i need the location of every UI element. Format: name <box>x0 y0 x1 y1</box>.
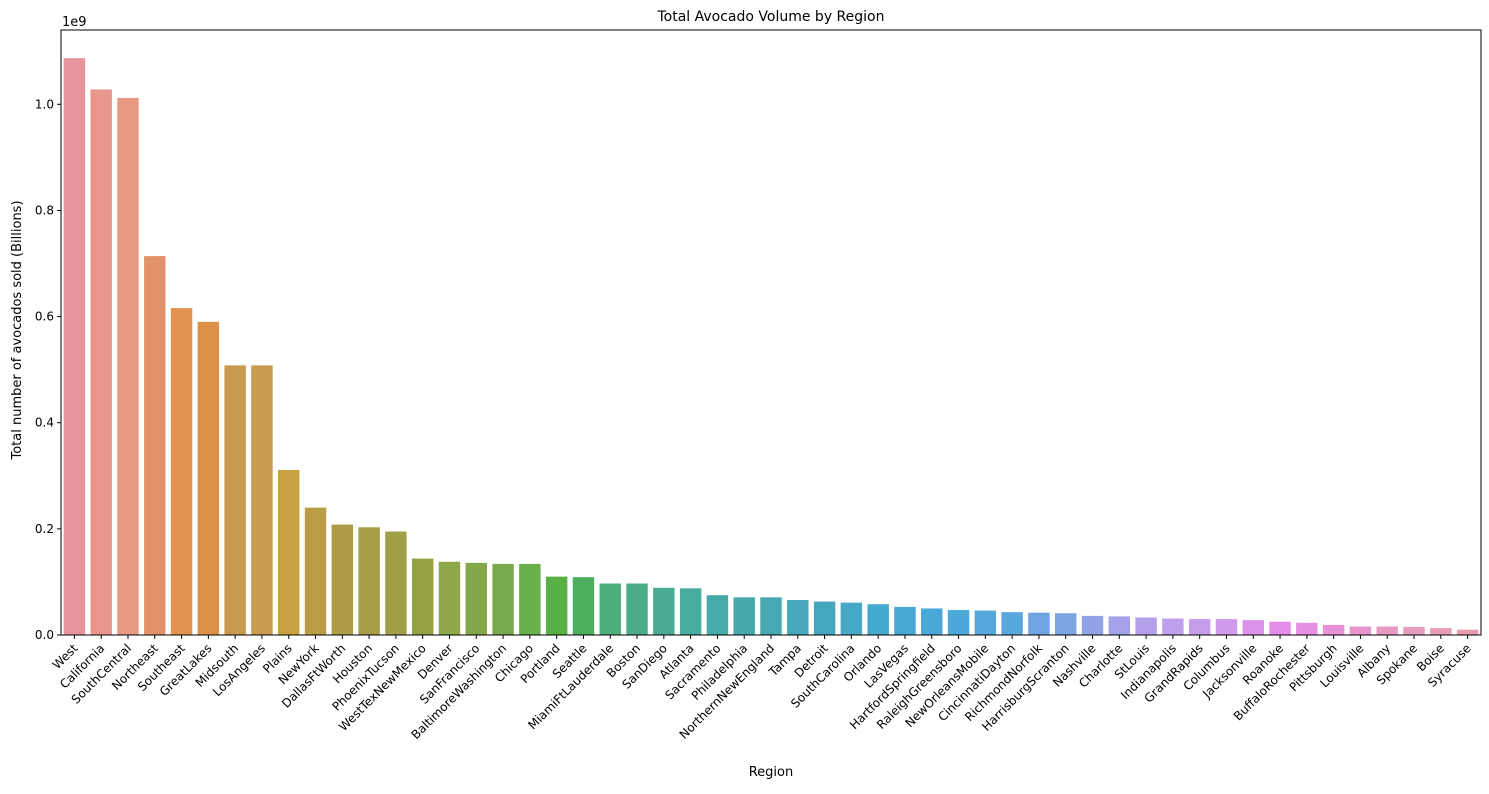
bar-GreatLakes <box>197 321 220 635</box>
y-tick-label: 0.8 <box>35 203 54 217</box>
bar-Midsouth <box>224 365 246 635</box>
bar-HarrisburgScranton <box>1055 613 1077 635</box>
bar-BaltimoreWashington <box>492 563 514 635</box>
bar-DallasFtWorth <box>331 524 354 635</box>
x-axis-label: Region <box>749 765 794 780</box>
bar-Albany <box>1376 626 1398 635</box>
bar-HartfordSpringfield <box>921 608 943 635</box>
bar-PhoenixTucson <box>385 531 407 635</box>
bar-Indianapolis <box>1162 618 1184 635</box>
y-tick-label: 0.2 <box>35 522 54 536</box>
x-ticks: WestCaliforniaSouthCentralNortheastSouth… <box>50 635 1474 742</box>
bar-Detroit <box>813 601 836 635</box>
bar-West <box>63 58 86 635</box>
bar-RaleighGreensboro <box>947 610 970 635</box>
bar-SouthCarolina <box>840 602 863 635</box>
bar-Chicago <box>519 563 541 635</box>
bars-layer <box>63 58 1479 636</box>
bar-Orlando <box>867 604 889 635</box>
y-tick-label: 1.0 <box>35 97 54 111</box>
y-ticks: 0.0 0.2 0.4 0.6 0.8 1.0 <box>35 97 61 642</box>
bar-Nashville <box>1081 615 1104 635</box>
bar-Plains <box>278 469 300 635</box>
bar-CincinnatiDayton <box>1001 612 1023 635</box>
bar-LasVegas <box>894 606 916 635</box>
bar-SanFrancisco <box>465 562 487 635</box>
bar-NorthernNewEngland <box>760 597 782 635</box>
bar-Tampa <box>787 599 809 635</box>
bar-California <box>90 89 112 635</box>
plot-frame <box>60 29 1482 636</box>
y-axis-label: Total number of avocados sold (Billions) <box>10 200 25 460</box>
bar-Roanoke <box>1269 621 1291 635</box>
bar-Southeast <box>170 308 193 635</box>
bar-Northeast <box>144 256 166 635</box>
bar-WestTexNewMexico <box>411 558 434 635</box>
bar-Houston <box>358 527 380 635</box>
bar-SouthCentral <box>117 97 139 636</box>
bar-NewYork <box>304 507 327 635</box>
bar-RichmondNorfolk <box>1028 612 1050 635</box>
bar-Boston <box>626 583 648 635</box>
bar-Syracuse <box>1456 629 1479 635</box>
bar-Philadelphia <box>733 597 755 635</box>
bar-GrandRapids <box>1188 619 1211 635</box>
bar-Denver <box>438 561 461 635</box>
bar-Louisville <box>1349 626 1372 635</box>
bar-BuffaloRochester <box>1296 622 1318 635</box>
bar-NewOrleansMobile <box>974 610 997 635</box>
y-tick-label: 0.6 <box>35 310 54 324</box>
bar-Seattle <box>572 577 595 635</box>
bar-Pittsburgh <box>1322 624 1345 635</box>
bar-Columbus <box>1215 619 1238 635</box>
bar-Spokane <box>1403 627 1425 635</box>
y-offset-label: 1e9 <box>62 15 87 30</box>
bar-Jacksonville <box>1242 620 1264 635</box>
y-tick-label: 0.4 <box>35 416 54 430</box>
bar-StLouis <box>1135 617 1157 635</box>
bar-Sacramento <box>706 595 729 635</box>
bar-LosAngeles <box>251 365 273 635</box>
bar-SanDiego <box>653 587 675 635</box>
bar-Portland <box>545 576 568 635</box>
chart-title: Total Avocado Volume by Region <box>656 9 884 25</box>
bar-Charlotte <box>1108 616 1131 635</box>
bar-MiamiFtLauderdale <box>599 583 621 635</box>
bar-Boise <box>1430 628 1452 635</box>
bar-Atlanta <box>679 588 702 635</box>
y-tick-label: 0.0 <box>35 628 54 642</box>
